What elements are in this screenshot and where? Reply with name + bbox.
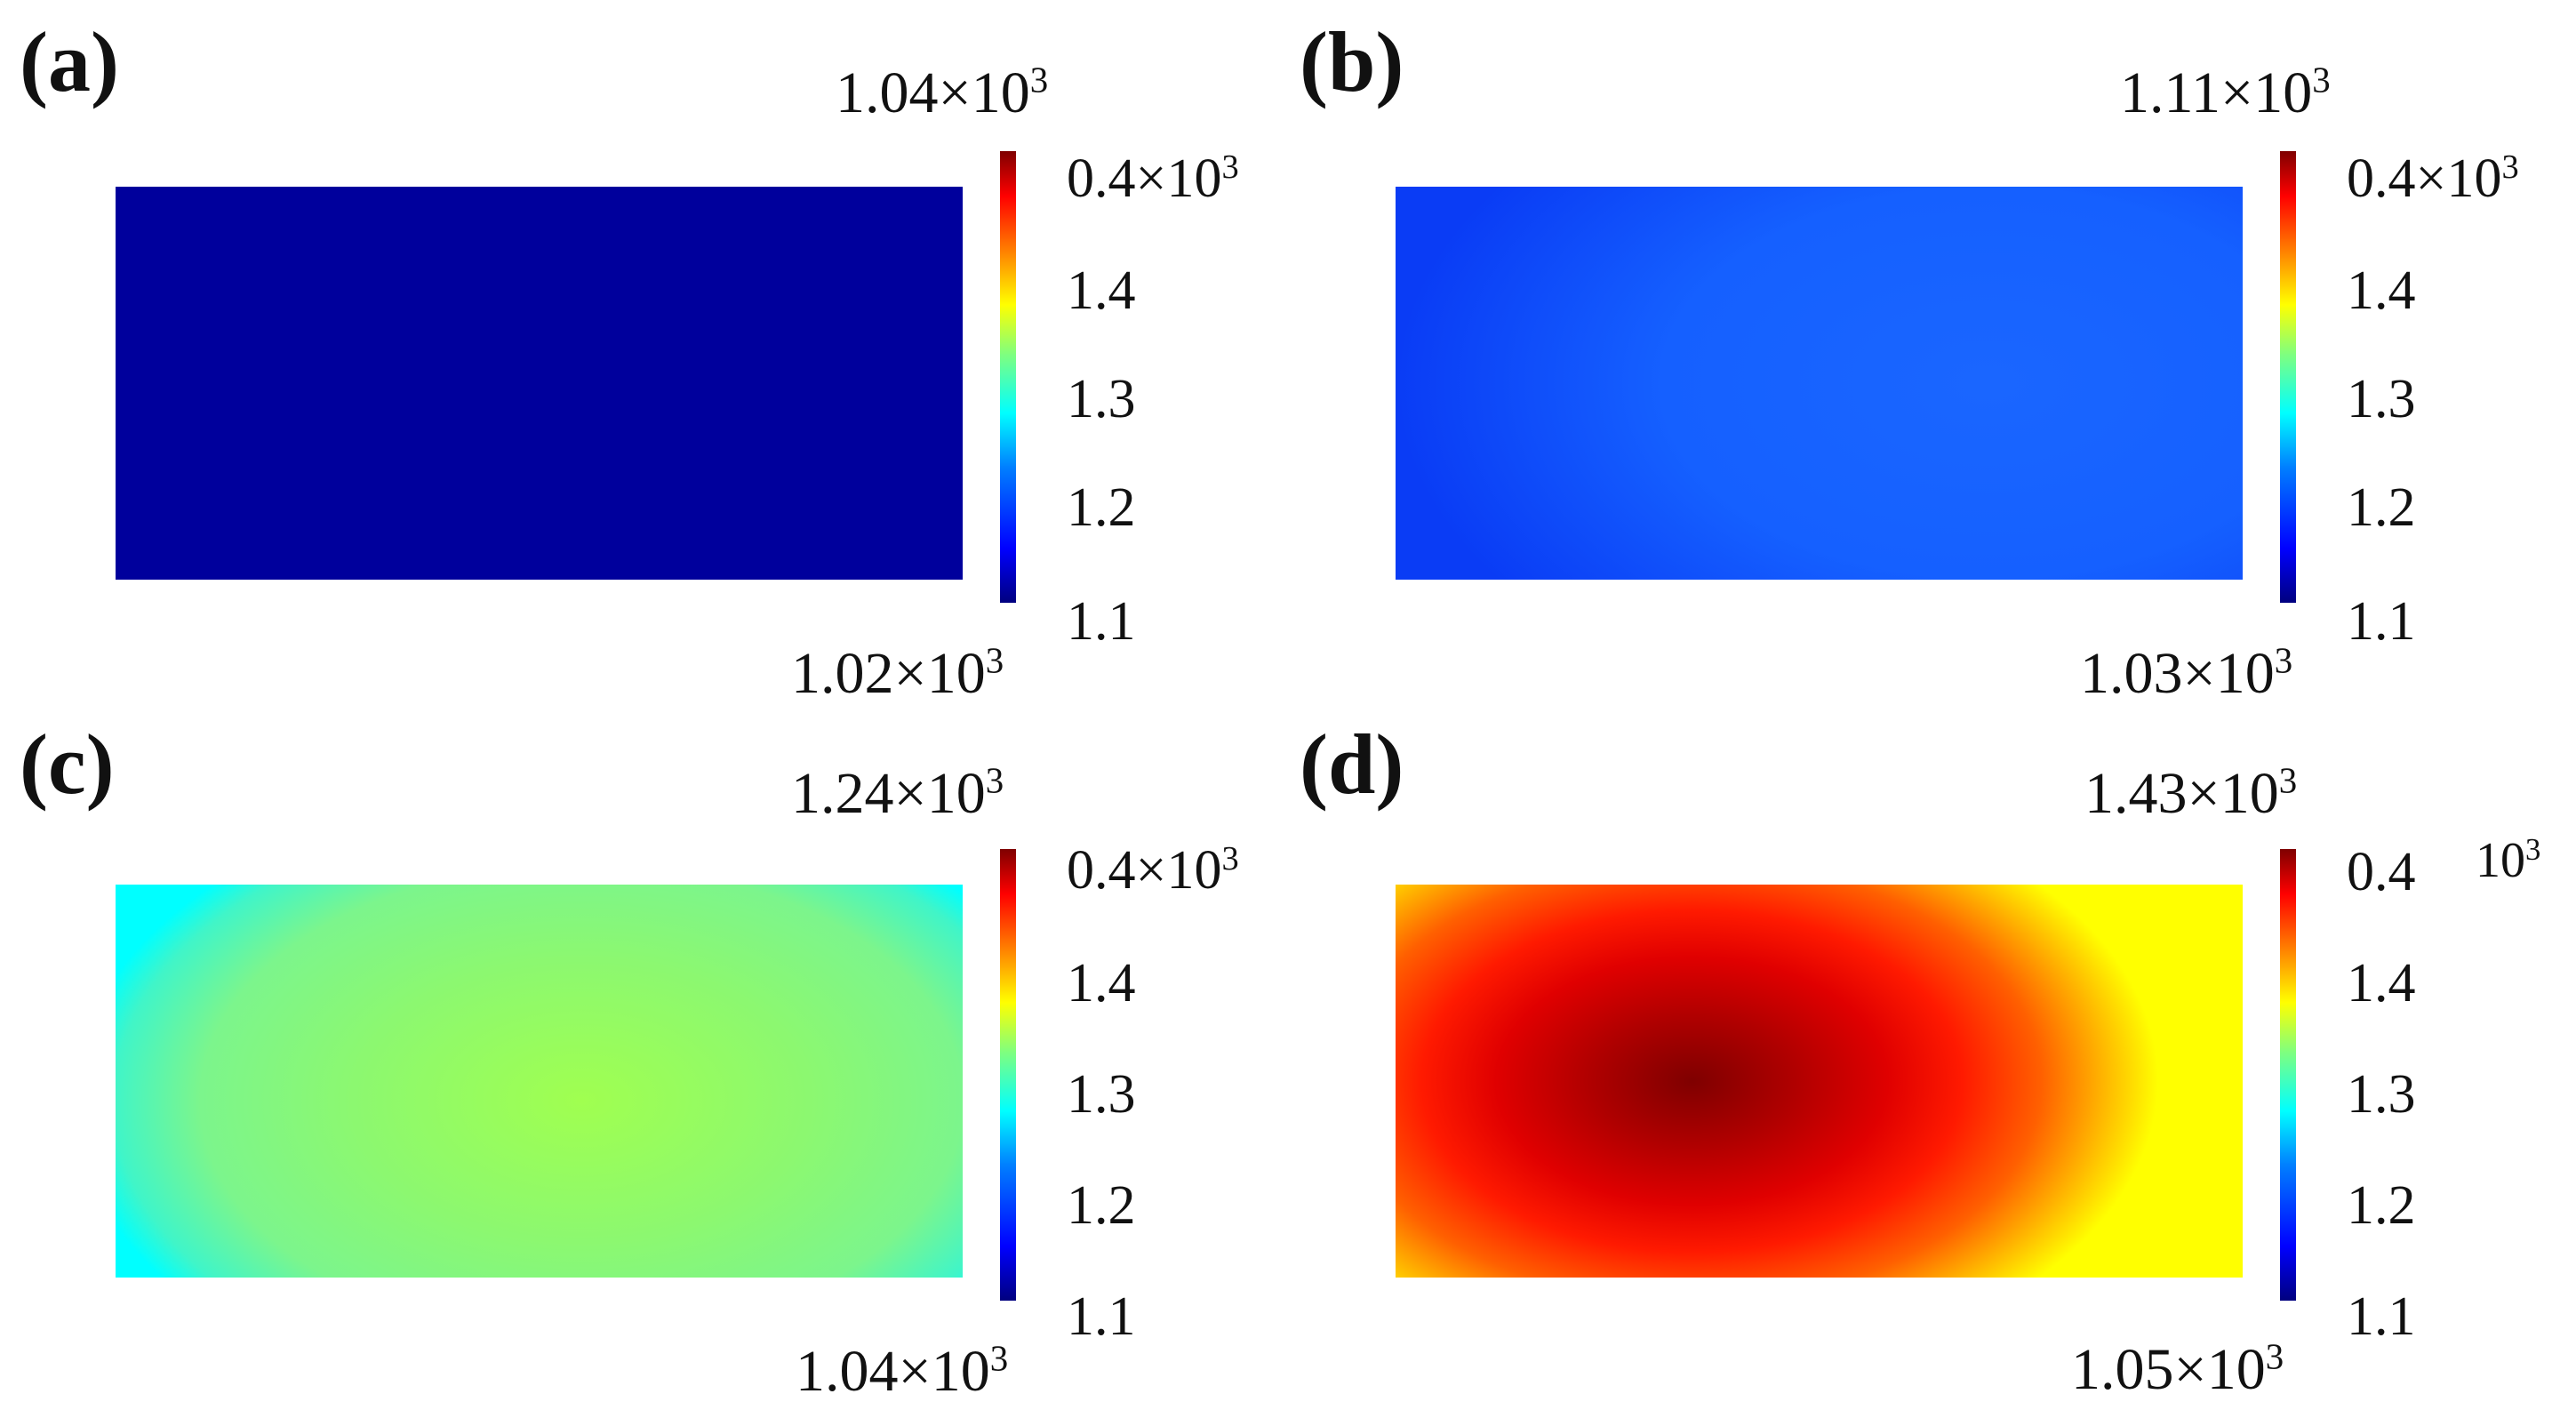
panel-d: (d) 1.43×103 103 0.4 1.4 1.3 1.2 1.1 1.0… — [1280, 702, 2568, 1407]
field-map — [116, 187, 963, 580]
colorbar-tick: 0.4×103 — [1067, 148, 1239, 209]
colorbar-tick: 1.3 — [2347, 1064, 2416, 1125]
colorbar-tick: 1.4 — [1067, 260, 1136, 321]
panel-label: (c) — [20, 717, 115, 812]
colorbar-tick: 1.2 — [2347, 1175, 2416, 1236]
colorbar-tick: 1.3 — [1067, 1064, 1136, 1125]
colorbar-tick: 1.4 — [2347, 953, 2416, 1013]
colorbar-tick: 0.4 — [2347, 842, 2416, 902]
min-value-label: 1.03×103 — [2080, 640, 2293, 706]
colorbar-unit: 103 — [2476, 831, 2541, 888]
max-value-label: 1.24×103 — [791, 760, 1004, 826]
colorbar-tick: 1.2 — [1067, 477, 1136, 538]
panel-a: (a) 1.04×103 0.4×103 1.4 1.3 1.2 1.1 1.0… — [0, 0, 1288, 705]
min-value-label: 1.05×103 — [2071, 1336, 2284, 1402]
colorbar-tick: 1.2 — [2347, 477, 2416, 538]
colorbar — [1000, 849, 1016, 1301]
max-value-label: 1.11×103 — [2120, 60, 2331, 125]
field-map — [1396, 187, 2243, 580]
panel-b: (b) 1.11×103 0.4×103 1.4 1.3 1.2 1.1 1.0… — [1280, 0, 2568, 705]
min-value-label: 1.02×103 — [791, 640, 1004, 706]
colorbar — [2280, 151, 2296, 603]
colorbar-tick: 1.4 — [2347, 260, 2416, 321]
field-map — [116, 885, 963, 1278]
colorbar-tick: 1.1 — [1067, 591, 1136, 652]
colorbar-tick: 1.1 — [1067, 1286, 1136, 1347]
colorbar — [2280, 849, 2296, 1301]
panel-c: (c) 1.24×103 0.4×103 1.4 1.3 1.2 1.1 1.0… — [0, 702, 1288, 1407]
colorbar-tick: 1.2 — [1067, 1175, 1136, 1236]
colorbar-tick: 1.1 — [2347, 591, 2416, 652]
colorbar-tick: 0.4×103 — [1067, 839, 1239, 901]
colorbar — [1000, 151, 1016, 603]
colorbar-tick: 1.1 — [2347, 1286, 2416, 1347]
colorbar-tick: 1.3 — [1067, 369, 1136, 429]
max-value-label: 1.43×103 — [2084, 760, 2298, 826]
colorbar-tick: 0.4×103 — [2347, 148, 2519, 209]
field-map — [1396, 885, 2243, 1278]
max-value-label: 1.04×103 — [836, 60, 1049, 125]
panel-label: (b) — [1300, 14, 1404, 109]
panel-label: (d) — [1300, 717, 1404, 812]
colorbar-tick: 1.3 — [2347, 369, 2416, 429]
min-value-label: 1.04×103 — [796, 1338, 1009, 1404]
colorbar-tick: 1.4 — [1067, 953, 1136, 1013]
panel-label: (a) — [20, 14, 119, 109]
